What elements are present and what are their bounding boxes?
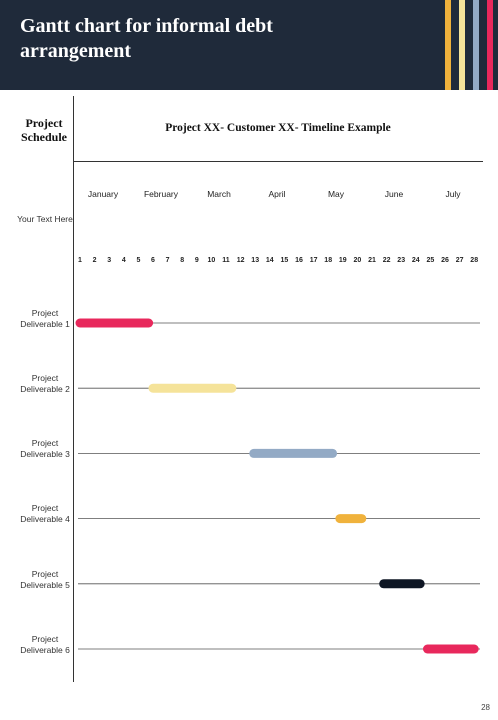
tick-label: 9: [195, 257, 199, 264]
task-label: Project Deliverable 5: [20, 569, 70, 590]
tick-label: 11: [222, 257, 230, 264]
tick-label: 8: [180, 257, 184, 264]
tick-label: 24: [412, 257, 420, 264]
header-stripe-1: [445, 0, 451, 90]
project-schedule-heading: Project Schedule: [20, 116, 67, 144]
task-label: Project Deliverable 3: [20, 438, 70, 459]
tick-label: 12: [237, 257, 245, 264]
column-divider: [73, 96, 74, 682]
tick-label: 3: [107, 257, 111, 264]
tick-label: 28: [470, 257, 478, 264]
tick-label: 27: [456, 257, 464, 264]
chart-title: Project XX- Customer XX- Timeline Exampl…: [165, 122, 391, 134]
month-label: May: [327, 189, 345, 199]
tick-label: 20: [354, 257, 362, 264]
header-stripe-2: [459, 0, 465, 90]
tick-label: 16: [295, 257, 303, 264]
page-number: 28: [481, 703, 490, 712]
month-label: March: [207, 189, 231, 199]
tick-label: 17: [310, 257, 318, 264]
header-stripe-4: [487, 0, 493, 90]
month-label: June: [384, 189, 404, 199]
tick-label: 18: [324, 257, 332, 264]
month-label: February: [143, 189, 178, 199]
tick-label: 13: [251, 257, 259, 264]
task-label: Project Deliverable 2: [20, 373, 70, 394]
month-label: January: [87, 189, 119, 199]
tick-label: 6: [151, 257, 155, 264]
tick-label: 21: [368, 257, 376, 264]
header-divider: [73, 161, 483, 162]
month-label: April: [268, 189, 286, 199]
tick-label: 2: [93, 257, 97, 264]
tick-label: 1: [78, 257, 82, 264]
tick-label: 23: [397, 257, 405, 264]
tick-label: 5: [136, 257, 140, 264]
tick-label: 14: [266, 257, 274, 264]
tick-label: 26: [441, 257, 449, 264]
row-header-label: Your Text Here: [17, 214, 73, 224]
tick-label: 7: [166, 257, 170, 264]
task-label: Project Deliverable 1: [20, 308, 70, 329]
tick-label: 22: [383, 257, 391, 264]
tick-label: 10: [208, 257, 216, 264]
month-label: July: [445, 189, 461, 199]
tick-label: 19: [339, 257, 347, 264]
tick-label: 4: [122, 257, 126, 264]
header-stripe-3: [473, 0, 479, 90]
header-banner: Gantt chart for informal debt arrangemen…: [0, 0, 498, 90]
page-title: Gantt chart for informal debt arrangemen…: [20, 15, 273, 62]
tick-label: 25: [427, 257, 435, 264]
task-label: Project Deliverable 6: [20, 634, 70, 655]
tick-label: 15: [281, 257, 289, 264]
task-label: Project Deliverable 4: [20, 503, 70, 524]
